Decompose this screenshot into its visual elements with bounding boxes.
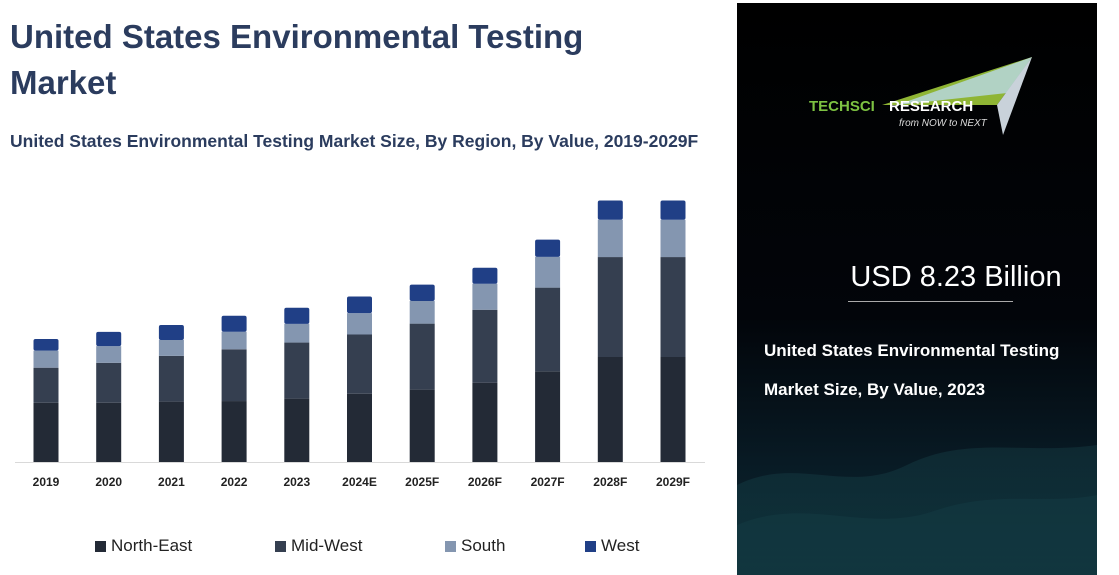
x-tick-label: 2020 bbox=[95, 475, 122, 489]
bar-west-2028F bbox=[597, 200, 623, 220]
legend-label: Mid-West bbox=[291, 536, 363, 555]
bar-west-2021 bbox=[158, 324, 184, 340]
x-tick-label: 2028F bbox=[593, 475, 627, 489]
bar-mid-west-2029F bbox=[660, 257, 686, 357]
x-tick-label: 2024E bbox=[342, 475, 377, 489]
legend-swatch bbox=[585, 540, 596, 552]
bar-west-2019 bbox=[33, 339, 59, 351]
bar-west-2022 bbox=[221, 315, 247, 332]
bar-north-east-2024E bbox=[347, 393, 372, 462]
market-description: United States Environmental Testing Mark… bbox=[764, 341, 1060, 399]
legend-swatch bbox=[95, 540, 106, 552]
x-tick-label: 2027F bbox=[531, 475, 565, 489]
wave-decoration bbox=[737, 445, 1097, 575]
bar-mid-west-2023 bbox=[284, 342, 310, 399]
bar-south-2026F bbox=[472, 283, 498, 310]
bar-south-2023 bbox=[284, 323, 310, 343]
bar-north-east-2020 bbox=[96, 402, 122, 462]
bar-south-2025F bbox=[409, 300, 435, 324]
bar-north-east-2019 bbox=[33, 402, 59, 462]
bar-mid-west-2022 bbox=[221, 349, 247, 402]
bar-mid-west-2020 bbox=[96, 362, 122, 403]
x-tick-label: 2029F bbox=[656, 475, 690, 489]
svg-text:TECHSCI: TECHSCI bbox=[809, 98, 875, 115]
bar-south-2022 bbox=[221, 331, 247, 350]
legend-swatch bbox=[275, 540, 286, 552]
svg-text:RESEARCH: RESEARCH bbox=[889, 98, 973, 115]
bar-north-east-2026F bbox=[472, 382, 498, 462]
market-value: USD 8.23 Billion bbox=[850, 261, 1062, 293]
legend-item-west: West bbox=[585, 536, 685, 556]
bar-mid-west-2024E bbox=[347, 334, 372, 394]
legend-item-north-east: North-East bbox=[95, 536, 275, 556]
techsci-logo: TECHSCI RESEARCH from NOW to NEXT bbox=[809, 57, 1032, 135]
bar-south-2021 bbox=[158, 339, 184, 356]
bar-north-east-2023 bbox=[284, 398, 310, 462]
chart-subtitle: United States Environmental Testing Mark… bbox=[10, 131, 699, 151]
bar-south-2027F bbox=[535, 256, 561, 288]
bar-mid-west-2028F bbox=[597, 257, 623, 357]
x-tick-label: 2021 bbox=[158, 475, 185, 489]
x-tick-label: 2025F bbox=[405, 475, 439, 489]
x-tick-label: 2019 bbox=[33, 475, 60, 489]
bar-north-east-2028F bbox=[597, 357, 623, 462]
divider bbox=[848, 301, 1013, 302]
bar-south-2028F bbox=[597, 219, 623, 258]
svg-text:from NOW to NEXT: from NOW to NEXT bbox=[899, 118, 988, 129]
bar-mid-west-2027F bbox=[535, 287, 561, 372]
bar-mid-west-2019 bbox=[33, 367, 59, 403]
x-tick-label: 2023 bbox=[283, 475, 310, 489]
bar-mid-west-2025F bbox=[409, 323, 435, 390]
bar-west-2023 bbox=[284, 307, 310, 324]
bar-north-east-2029F bbox=[660, 357, 686, 462]
bar-mid-west-2026F bbox=[472, 309, 498, 383]
bar-south-2019 bbox=[33, 350, 59, 368]
legend-item-mid-west: Mid-West bbox=[275, 536, 445, 556]
info-panel: TECHSCI RESEARCH from NOW to NEXT USD 8.… bbox=[737, 3, 1097, 575]
bar-north-east-2022 bbox=[221, 401, 247, 462]
legend-swatch bbox=[445, 540, 456, 552]
legend-label: West bbox=[601, 536, 640, 555]
chart-legend: North-East Mid-West South West bbox=[95, 536, 685, 556]
x-tick-label: 2022 bbox=[221, 475, 248, 489]
bar-north-east-2027F bbox=[535, 371, 561, 462]
legend-label: North-East bbox=[111, 536, 193, 555]
bar-west-2027F bbox=[535, 239, 561, 257]
x-tick-label: 2026F bbox=[468, 475, 502, 489]
bar-south-2020 bbox=[96, 346, 122, 363]
bar-mid-west-2021 bbox=[158, 355, 184, 402]
bar-west-2020 bbox=[96, 331, 122, 347]
bar-west-2029F bbox=[660, 200, 686, 220]
legend-label: South bbox=[461, 536, 506, 555]
bar-west-2025F bbox=[409, 284, 435, 301]
page-title: United States Environmental Testing Mark… bbox=[10, 18, 584, 101]
bar-north-east-2025F bbox=[409, 389, 435, 462]
bar-west-2024E bbox=[347, 296, 372, 314]
bar-south-2024E bbox=[347, 313, 372, 335]
stacked-bar-chart: 2019 2020 2021 2022 2023 2024E 2025F 2026F 2027F… bbox=[15, 200, 705, 489]
bar-south-2029F bbox=[660, 219, 686, 258]
legend-item-south: South bbox=[445, 536, 585, 556]
bar-north-east-2021 bbox=[158, 401, 184, 462]
bar-west-2026F bbox=[472, 267, 498, 284]
